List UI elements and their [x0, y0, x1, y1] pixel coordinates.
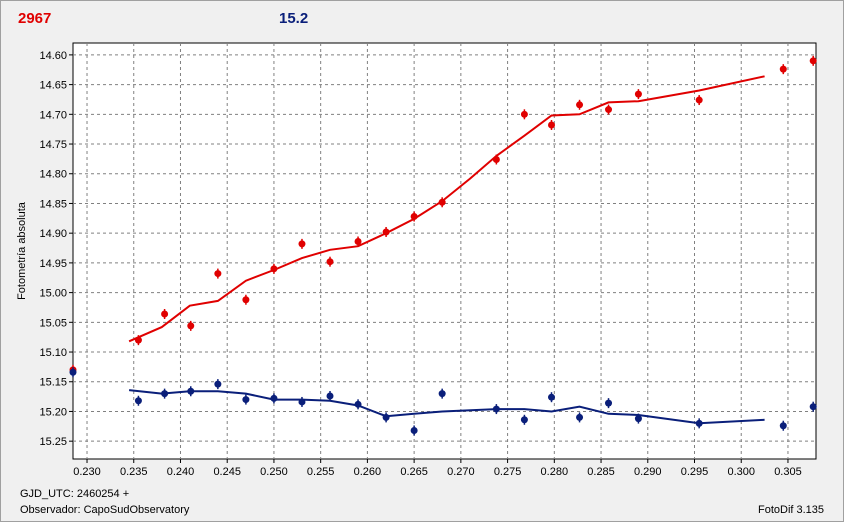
y-tick-label: 14.70	[39, 109, 67, 121]
x-tick-label: 0.270	[447, 466, 475, 478]
y-tick-label: 15.15	[39, 377, 67, 389]
x-tick-label: 0.290	[634, 466, 662, 478]
x-tick-label: 0.230	[73, 466, 101, 478]
x-tick-label: 0.300	[727, 466, 755, 478]
y-tick-label: 14.65	[39, 80, 67, 92]
software-version: FotoDif 3.135	[758, 504, 825, 516]
header-right-value: 15.2	[279, 10, 309, 27]
trend-line-1	[128, 389, 765, 425]
y-axis-label: Fotometría absoluta	[16, 201, 28, 300]
observer-label: Observador: CapoSudObservatory	[20, 504, 190, 516]
plot-area	[72, 42, 817, 460]
y-tick-label: 14.95	[39, 258, 67, 270]
y-tick-label: 14.90	[39, 228, 67, 240]
y-tick-label: 14.80	[39, 169, 67, 181]
x-tick-label: 0.285	[587, 466, 615, 478]
series	[69, 55, 817, 436]
y-tick-label: 15.20	[39, 406, 67, 418]
x-tick-label: 0.240	[167, 466, 195, 478]
x-tick-label: 0.275	[494, 466, 522, 478]
x-tick-label: 0.250	[260, 466, 288, 478]
grid	[73, 43, 816, 459]
y-tick-label: 15.10	[39, 347, 67, 359]
x-tick-label: 0.255	[307, 466, 335, 478]
gjd-label: GJD_UTC: 2460254 +	[20, 488, 130, 500]
x-tick-label: 0.235	[120, 466, 148, 478]
y-tick-label: 15.00	[39, 288, 67, 300]
y-tick-label: 15.25	[39, 436, 67, 448]
y-tick-label: 14.75	[39, 139, 67, 151]
x-tick-label: 0.260	[354, 466, 382, 478]
x-tick-label: 0.280	[541, 466, 569, 478]
axes: 0.230 0.235 0.240 0.245 0.250 0.255 0.260 0.265…	[39, 50, 801, 478]
x-tick-label: 0.245	[213, 466, 241, 478]
y-tick-label: 14.60	[39, 50, 67, 62]
x-tick-label: 0.295	[681, 466, 709, 478]
x-tick-label: 0.305	[774, 466, 802, 478]
header-left-value: 2967	[18, 10, 52, 27]
y-tick-label: 15.05	[39, 317, 67, 329]
y-tick-label: 14.85	[39, 198, 67, 210]
x-tick-label: 0.265	[400, 466, 428, 478]
